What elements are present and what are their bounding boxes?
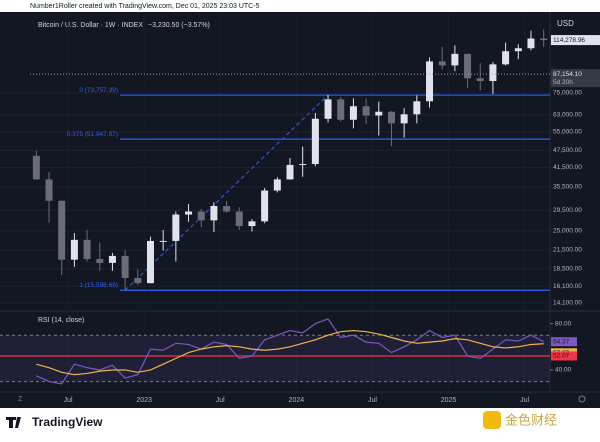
candle-body: [273, 179, 281, 191]
y-tick-label: 63,000.00: [553, 112, 582, 119]
candle-body: [197, 211, 205, 221]
y-tick-label: 18,500.00: [553, 266, 582, 273]
candle-body: [159, 240, 167, 242]
y-tick-label: 29,500.00: [553, 207, 582, 214]
y-tick-label: 35,500.00: [553, 184, 582, 191]
candle-body: [210, 206, 218, 221]
trend-line: [124, 94, 329, 291]
candle-body: [476, 78, 484, 82]
candle-body: [248, 221, 256, 227]
candle-body: [337, 99, 345, 120]
candle-body: [172, 214, 180, 241]
logo-text: TradingView: [32, 415, 103, 429]
level-label: 52.07: [553, 353, 570, 360]
candle-body: [464, 53, 472, 79]
candle-body: [426, 61, 434, 102]
rsi-title: RSI (14, close): [38, 317, 84, 324]
credit: Number1Roller created with TradingView.c…: [30, 3, 260, 10]
candle-body: [58, 200, 66, 260]
candle-body: [96, 259, 104, 263]
candle-body: [32, 155, 40, 180]
level-label-box: [551, 351, 577, 361]
fib-label: 0 (73,757.39): [79, 87, 118, 94]
candle-body: [185, 211, 193, 215]
candle-body: [286, 164, 294, 180]
candle-body: [451, 53, 459, 66]
candle-body: [362, 106, 370, 116]
top-strip: [0, 0, 600, 12]
x-tick-label: Jul: [216, 397, 225, 404]
candle-body: [45, 179, 53, 201]
y-tick-label: 47,500.00: [553, 147, 582, 154]
rsi-last-label-box: [551, 337, 577, 347]
rsi-band: [0, 335, 550, 382]
last-price-box: [551, 35, 600, 46]
price-line-box: [551, 69, 600, 88]
x-tick-label: Jul: [64, 397, 73, 404]
y-tick-label: 55,000.00: [553, 129, 582, 136]
candle-body: [489, 64, 497, 82]
candle-body: [400, 114, 408, 124]
countdown: 5d 20h: [553, 79, 573, 86]
candle-body: [83, 239, 91, 260]
x-tick-label: Jul: [520, 397, 529, 404]
y-tick-label: 16,100.00: [553, 283, 582, 290]
candle-body: [387, 111, 395, 124]
change: −3,230.50 (−3.57%): [148, 22, 210, 29]
x-tick-label: 2023: [136, 397, 152, 404]
fib-label: 0.375 (51,947.87): [67, 131, 118, 138]
candle-body: [349, 106, 357, 120]
settings-icon[interactable]: [578, 395, 586, 403]
candle-body: [527, 38, 535, 49]
logo-icon: [6, 417, 21, 428]
y-tick-label: 14,100.00: [553, 300, 582, 307]
candle-body: [311, 118, 319, 165]
candle-body: [413, 101, 421, 115]
rsi-last-label: 64.37: [553, 338, 570, 345]
y-tick-label: 25,000.00: [553, 228, 582, 235]
candle-body: [324, 99, 332, 119]
watermark: 金色财经: [505, 412, 557, 427]
candle-body: [502, 51, 510, 65]
candle-body: [70, 239, 78, 260]
candle-body: [438, 61, 446, 66]
y-tick-label: 21,500.00: [553, 247, 582, 254]
candle-body: [223, 206, 231, 212]
candle-body: [299, 164, 307, 166]
currency: USD: [557, 19, 574, 28]
rsi-line: [36, 318, 544, 385]
x-tick-label: Jul: [368, 397, 377, 404]
x-tick-label: 2025: [441, 397, 457, 404]
rsi-line: [36, 329, 544, 376]
x-tick-label: 2024: [289, 397, 305, 404]
zoom-button[interactable]: Z: [18, 396, 23, 403]
watermark-icon: [483, 411, 501, 429]
candle-body: [235, 211, 243, 227]
y-tick-label: 75,000.00: [553, 90, 582, 97]
candle-body: [375, 111, 383, 116]
candle-body: [108, 255, 116, 263]
y-tick-label: 41,500.00: [553, 164, 582, 171]
rsi-tick-label: 40.00: [555, 367, 572, 374]
last-price-label: 114,278.96: [553, 37, 585, 44]
candle-body: [121, 255, 129, 278]
fib-label: 1 (15,598.68): [79, 282, 118, 289]
rsi-tick-label: 80.00: [555, 320, 572, 327]
price-line-label: 87,154.10: [553, 71, 582, 78]
candle-body: [261, 190, 269, 222]
chart-title: Bitcoin / U.S. Dollar · 1W · INDEX: [38, 22, 143, 29]
candle-body: [134, 277, 142, 284]
candle-body: [540, 38, 548, 41]
candle-body: [514, 48, 522, 52]
candle-body: [146, 240, 154, 284]
